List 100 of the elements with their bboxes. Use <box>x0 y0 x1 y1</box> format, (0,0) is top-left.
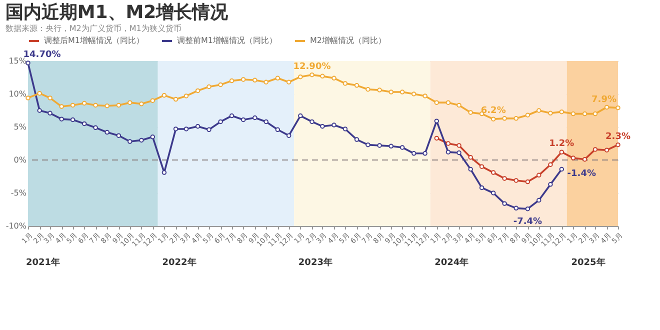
point <box>582 156 588 162</box>
data-label: 1.2% <box>549 139 574 150</box>
point <box>59 116 64 122</box>
point <box>354 83 360 88</box>
point <box>592 147 598 152</box>
point <box>206 127 212 132</box>
point <box>548 162 553 167</box>
point <box>332 76 336 81</box>
point <box>184 94 189 98</box>
point <box>366 87 370 92</box>
point <box>195 124 200 129</box>
point <box>26 60 30 66</box>
point <box>412 151 416 156</box>
point <box>218 82 223 88</box>
point <box>559 150 564 154</box>
chart-subtitle: 数据来源：央行，M2为广义货币，M1为狭义货币 <box>5 24 182 33</box>
point <box>218 119 223 124</box>
point <box>104 130 110 135</box>
point <box>286 133 292 138</box>
point <box>582 111 588 116</box>
point <box>252 78 258 83</box>
point <box>320 124 325 129</box>
text: 2025年 <box>571 257 606 268</box>
point <box>116 102 122 108</box>
point <box>570 111 576 116</box>
point <box>479 164 484 169</box>
point <box>400 145 405 150</box>
point <box>604 104 610 110</box>
chart-title: 国内近期M1、M2增长情况 <box>5 2 230 23</box>
point <box>70 117 76 122</box>
point <box>252 115 258 120</box>
point <box>240 117 246 122</box>
point <box>490 190 496 196</box>
point <box>162 92 167 98</box>
data-label: 7.9% <box>592 94 616 105</box>
y-tick-label: 0% <box>14 156 27 164</box>
point <box>536 198 542 203</box>
point <box>93 102 98 108</box>
point <box>468 154 473 160</box>
point <box>82 121 87 126</box>
point <box>592 111 598 116</box>
point <box>139 102 144 106</box>
point <box>37 90 42 96</box>
point <box>59 104 64 109</box>
point <box>536 108 542 113</box>
data-label: 6.2% <box>480 106 506 116</box>
point <box>139 138 144 143</box>
point <box>388 144 394 149</box>
point <box>298 74 303 80</box>
point <box>456 143 462 148</box>
point <box>342 126 348 132</box>
data-label: 12.90% <box>293 62 331 72</box>
point <box>422 94 428 98</box>
point <box>37 108 42 113</box>
point <box>548 110 553 116</box>
point <box>70 102 76 108</box>
point <box>604 148 610 152</box>
point <box>514 116 518 121</box>
point <box>525 206 530 212</box>
point <box>240 77 246 82</box>
point <box>298 113 303 118</box>
point <box>446 141 451 146</box>
point <box>48 96 52 100</box>
y-tick-label: 5% <box>14 122 27 132</box>
data-label: 2.3% <box>606 132 630 142</box>
point <box>514 178 518 183</box>
point <box>150 98 156 103</box>
point <box>388 90 394 94</box>
point <box>377 88 382 92</box>
point <box>264 80 268 84</box>
legend-label: 调整前M1增幅情况（同比） <box>177 36 277 45</box>
point <box>616 105 620 110</box>
point <box>422 151 428 156</box>
point <box>377 143 382 148</box>
point <box>286 80 292 84</box>
text: 2021年 <box>26 257 60 268</box>
point <box>128 139 132 144</box>
legend-label: M2增幅情况（同比） <box>310 36 386 45</box>
point <box>525 179 530 184</box>
point <box>173 126 178 132</box>
point <box>490 116 496 122</box>
point <box>559 109 564 114</box>
point <box>150 134 156 140</box>
point <box>479 185 484 190</box>
point <box>264 119 268 124</box>
point <box>104 104 110 108</box>
point <box>434 136 440 141</box>
point <box>559 166 564 172</box>
point <box>310 119 314 124</box>
point <box>48 110 52 116</box>
point <box>206 84 212 90</box>
point <box>490 170 496 175</box>
point <box>502 116 507 121</box>
point <box>446 100 451 105</box>
point <box>548 182 553 187</box>
point <box>310 72 314 78</box>
point <box>468 110 473 115</box>
point <box>162 170 167 175</box>
point <box>468 166 473 172</box>
point <box>93 125 98 130</box>
